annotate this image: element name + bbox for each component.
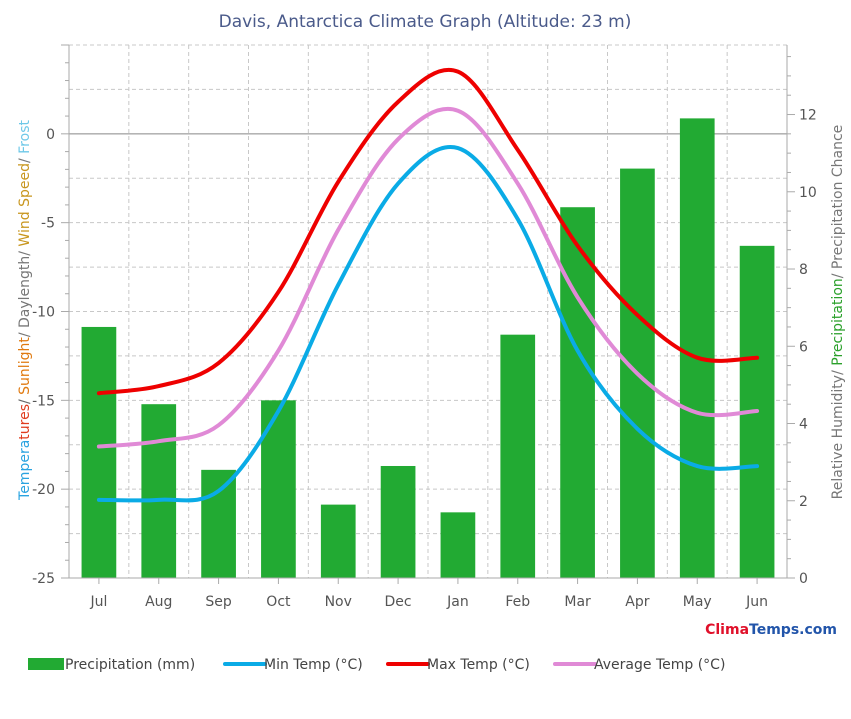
average-temp-c-line	[96, 107, 760, 449]
left-tick-label: -25	[32, 571, 55, 587]
legend: Precipitation (mm) Min Temp (°C) Max Temp …	[28, 657, 725, 673]
axis-label-part: / Daylength/	[17, 247, 33, 338]
axis-label-part: Precipitation	[830, 278, 846, 366]
right-tick-label: 10	[799, 185, 817, 201]
precip-bar	[380, 465, 416, 578]
axis-label-part: Wind Speed	[17, 163, 33, 247]
right-axis-label: Relative Humidity/ Precipitation/ Precip…	[830, 125, 846, 500]
temperature-lines	[96, 67, 760, 503]
precip-bar	[320, 504, 356, 578]
x-tick-label: May	[683, 594, 712, 610]
legend-label: Max Temp (°C)	[427, 657, 530, 673]
precip-bar	[679, 118, 715, 578]
precip-bar	[261, 400, 296, 578]
precip-bar	[500, 334, 536, 578]
axes: 0 -5 -10 -15 -20 -25 0 2 4 6 8 10 12 Jul Aug Sep Oct Nov D…	[32, 44, 817, 610]
right-tick-label: 0	[799, 571, 808, 587]
legend-label: Average Temp (°C)	[594, 657, 725, 673]
axis-label-part: Relative Humidity/	[830, 366, 846, 500]
precip-bar	[81, 326, 117, 578]
brand-logo[interactable]: ClimaTemps.com	[705, 622, 837, 638]
x-tick-label: Oct	[266, 594, 291, 610]
x-tick-label: Jul	[89, 594, 107, 610]
right-tick-label: 6	[799, 339, 808, 355]
brand-part-2: Temps	[749, 622, 799, 638]
x-tick-label: Jan	[446, 594, 469, 610]
x-tick-label: Dec	[385, 594, 412, 610]
left-tick-label: -15	[32, 393, 55, 409]
legend-label: Min Temp (°C)	[264, 657, 363, 673]
x-tick-label: Sep	[205, 594, 232, 610]
x-tick-label: Apr	[625, 594, 649, 610]
axis-label-part: Sunlight	[17, 337, 33, 395]
precip-bar	[440, 512, 476, 578]
precip-bar	[141, 404, 177, 578]
axis-label-part: /	[17, 154, 33, 163]
x-tick-label: Mar	[564, 594, 591, 610]
left-tick-label: 0	[46, 127, 55, 143]
legend-label: Precipitation (mm)	[65, 657, 195, 673]
right-tick-label: 4	[799, 417, 808, 433]
axis-label-part: Tempera	[17, 440, 33, 501]
x-tick-label: Jun	[745, 594, 768, 610]
brand-part-1: Clima	[705, 622, 749, 638]
axis-label-part: tures	[17, 404, 33, 440]
brand-part-3: .com	[799, 622, 837, 638]
x-tick-label: Aug	[145, 594, 172, 610]
legend-swatch-precipitation	[28, 658, 64, 670]
right-tick-label: 12	[799, 108, 817, 124]
min-temp-c-line	[96, 144, 760, 503]
right-tick-label: 8	[799, 262, 808, 278]
max-temp-c-line	[96, 67, 760, 396]
right-tick-label: 2	[799, 494, 808, 510]
left-tick-label: -20	[32, 482, 55, 498]
x-tick-label: Nov	[325, 594, 352, 610]
axis-label-part: Frost	[17, 120, 33, 154]
precip-bar	[201, 469, 236, 578]
left-tick-label: -10	[32, 305, 55, 321]
x-tick-label: Feb	[505, 594, 530, 610]
precip-bar	[560, 207, 595, 578]
axis-label-part: /	[17, 395, 33, 404]
axis-label-part: / Precipitation Chance	[830, 125, 846, 279]
left-tick-label: -5	[41, 216, 55, 232]
left-axis-label: Temperatures/ Sunlight/ Daylength/ Wind …	[17, 120, 33, 501]
chart-title: Davis, Antarctica Climate Graph (Altitud…	[219, 12, 632, 32]
